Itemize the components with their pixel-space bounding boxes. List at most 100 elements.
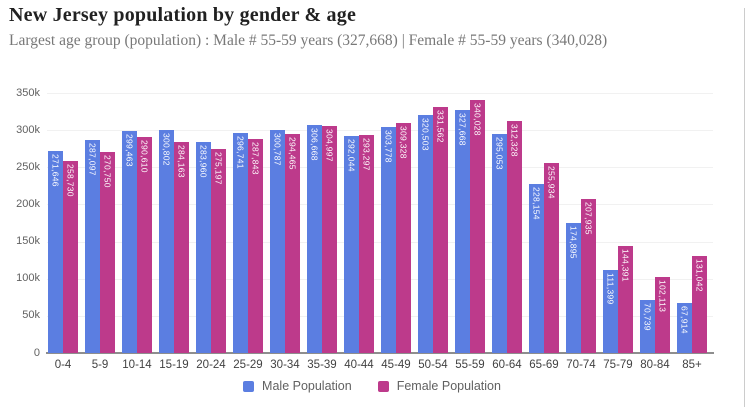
bar-male-20-24[interactable]: 283,960	[196, 142, 211, 353]
bar-value-label: 303,778	[383, 130, 394, 164]
x-axis-label: 15-19	[159, 359, 189, 371]
x-axis-line	[46, 352, 714, 354]
bar-male-45-49[interactable]: 303,778	[381, 127, 396, 353]
bar-value-label: 102,113	[657, 280, 668, 313]
gridline	[47, 315, 713, 317]
bar-male-65-69[interactable]: 228,154	[529, 183, 544, 353]
bar-value-label: 111,399	[605, 273, 616, 305]
y-axis-label: 200k	[16, 197, 40, 210]
page-title: New Jersey population by gender & age	[9, 4, 357, 26]
bar-male-25-29[interactable]: 296,741	[233, 132, 248, 353]
bar-value-label: 292,044	[346, 139, 357, 172]
y-axis-label: 100k	[16, 272, 40, 285]
x-axis-label: 85+	[682, 359, 702, 371]
bar-male-5-9[interactable]: 287,097	[85, 139, 100, 353]
bar-value-label: 228,154	[531, 186, 542, 220]
chart-legend: Male Population Female Population	[0, 379, 744, 393]
bar-value-label: 295,053	[494, 136, 505, 170]
bar-value-label: 340,028	[472, 103, 483, 137]
bar-male-30-34[interactable]: 300,787	[270, 129, 285, 353]
gridline	[47, 241, 713, 243]
bar-value-label: 331,562	[435, 109, 446, 143]
bar-value-label: 275,197	[213, 151, 224, 185]
bar-value-label: 207,935	[583, 201, 594, 235]
legend-item-male[interactable]: Male Population	[243, 379, 352, 393]
bar-male-85+[interactable]: 67,914	[677, 302, 692, 353]
x-axis-label: 25-29	[233, 359, 263, 371]
legend-swatch-icon	[377, 380, 389, 392]
bar-value-label: 312,328	[509, 124, 520, 157]
bar-male-60-64[interactable]: 295,053	[492, 133, 507, 353]
y-axis-label: 350k	[16, 86, 40, 99]
bar-female-60-64[interactable]: 312,328	[507, 121, 522, 353]
bar-female-0-4[interactable]: 258,730	[63, 160, 78, 353]
x-axis-label: 70-74	[566, 359, 596, 371]
y-axis-label: 300k	[16, 123, 40, 136]
bar-value-label: 287,843	[250, 142, 261, 176]
bar-value-label: 284,163	[176, 144, 187, 178]
bar-female-65-69[interactable]: 255,934	[544, 162, 559, 353]
x-axis-label: 60-64	[492, 359, 522, 371]
x-axis-label: 80-84	[640, 359, 670, 371]
x-axis-label: 20-24	[196, 359, 226, 371]
bar-female-85+[interactable]: 131,042	[692, 255, 707, 353]
bar-female-55-59[interactable]: 340,028	[470, 100, 485, 353]
bar-male-15-19[interactable]: 300,802	[159, 129, 174, 353]
y-axis-label: 0	[33, 346, 40, 359]
bar-female-75-79[interactable]: 144,391	[618, 245, 633, 353]
bar-female-35-39[interactable]: 304,997	[322, 126, 337, 353]
bar-male-35-39[interactable]: 306,668	[307, 125, 322, 353]
panel-right-border	[744, 8, 745, 407]
x-axis-label: 45-49	[381, 359, 411, 371]
x-axis-label: 75-79	[603, 359, 633, 371]
bar-male-70-74[interactable]: 174,895	[566, 223, 581, 353]
bar-female-25-29[interactable]: 287,843	[248, 139, 263, 353]
x-axis-label: 50-54	[418, 359, 448, 371]
legend-item-female[interactable]: Female Population	[377, 379, 501, 393]
bar-value-label: 320,503	[420, 117, 431, 151]
gridline	[47, 167, 713, 169]
bar-male-55-59[interactable]: 327,668	[455, 109, 470, 353]
bar-female-30-34[interactable]: 294,465	[285, 134, 300, 353]
bar-male-10-14[interactable]: 299,463	[122, 130, 137, 353]
bar-value-label: 296,741	[235, 135, 246, 169]
bar-male-50-54[interactable]: 320,503	[418, 114, 433, 353]
legend-swatch-icon	[243, 380, 255, 392]
y-axis-label: 150k	[16, 235, 40, 248]
bar-female-70-74[interactable]: 207,935	[581, 198, 596, 353]
bar-male-80-84[interactable]: 70,739	[640, 300, 655, 353]
gridline	[47, 278, 713, 280]
bar-value-label: 299,463	[124, 133, 135, 167]
bar-female-5-9[interactable]: 270,750	[100, 151, 115, 353]
bar-value-label: 304,997	[324, 129, 335, 163]
bar-female-15-19[interactable]: 284,163	[174, 141, 189, 353]
bar-female-40-44[interactable]: 293,297	[359, 135, 374, 353]
bar-value-label: 258,730	[65, 163, 76, 197]
bar-male-0-4[interactable]: 271,646	[48, 151, 63, 353]
gridline	[47, 204, 713, 206]
y-axis-label: 50k	[22, 309, 40, 322]
bar-female-45-49[interactable]: 309,328	[396, 123, 411, 353]
bar-female-20-24[interactable]: 275,197	[211, 148, 226, 353]
x-axis-label: 35-39	[307, 359, 337, 371]
bar-value-label: 131,042	[694, 258, 705, 292]
bar-value-label: 327,668	[457, 112, 468, 146]
bar-female-10-14[interactable]: 290,610	[137, 137, 152, 353]
x-axis-label: 10-14	[122, 359, 152, 371]
bar-value-label: 294,465	[287, 137, 298, 171]
bar-female-80-84[interactable]: 102,113	[655, 277, 670, 353]
bar-value-label: 67,914	[679, 305, 690, 334]
bar-male-75-79[interactable]: 111,399	[603, 270, 618, 353]
x-axis-label: 65-69	[529, 359, 559, 371]
legend-label: Male Population	[262, 379, 352, 393]
bar-value-label: 144,391	[620, 248, 631, 282]
page-subtitle: Largest age group (population) : Male # …	[9, 32, 608, 49]
bar-value-label: 300,802	[161, 132, 172, 166]
bar-value-label: 300,787	[272, 132, 283, 166]
bar-value-label: 271,646	[50, 154, 61, 188]
bar-female-50-54[interactable]: 331,562	[433, 106, 448, 353]
bar-value-label: 283,960	[198, 145, 209, 178]
bar-male-40-44[interactable]: 292,044	[344, 136, 359, 353]
bar-value-label: 306,668	[309, 128, 320, 162]
